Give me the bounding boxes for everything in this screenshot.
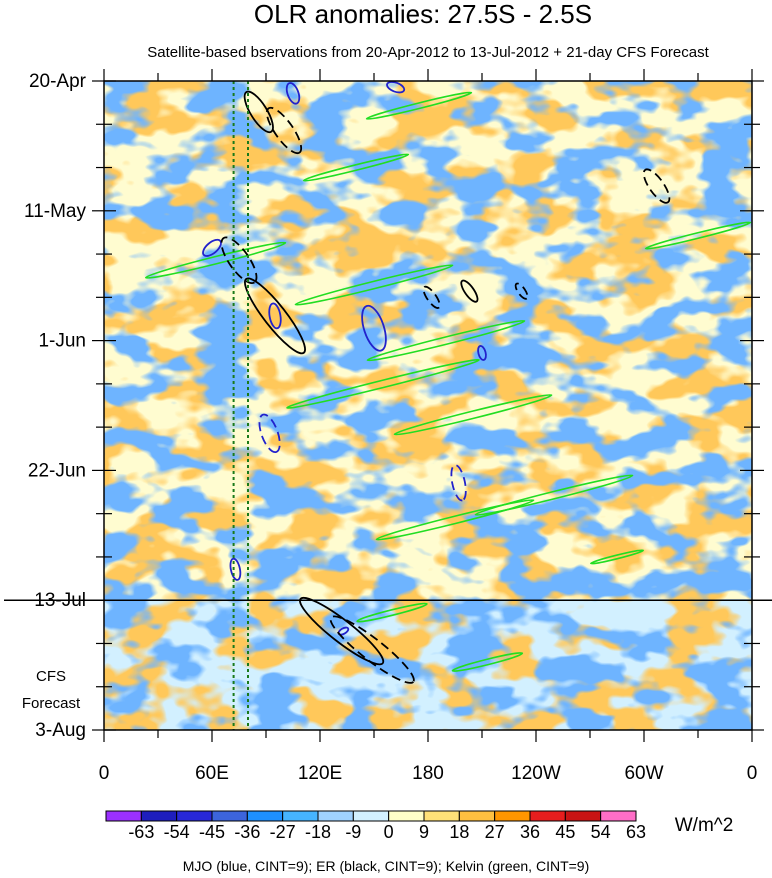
kelvin-contour — [294, 264, 454, 306]
negative-anomaly-field — [104, 81, 752, 730]
colorbar-swatch — [600, 810, 637, 822]
colorbar-label: -9 — [345, 822, 361, 842]
colorbar: -63 -54 -45 -36 -27 -18 -9 0 9 18 27 36 45 54 63 — [105, 810, 646, 842]
kelvin-contour — [589, 549, 645, 565]
kelvin-contour — [365, 91, 473, 120]
mjo-contour — [450, 464, 467, 502]
wave-contours — [144, 81, 752, 684]
colorbar-label: -63 — [128, 822, 154, 842]
colorbar-label: -27 — [270, 822, 296, 842]
er-contour — [422, 285, 441, 309]
kelvin-contour — [302, 153, 410, 182]
er-contour — [642, 168, 671, 204]
y-axis: 20-Apr 11-May 1-Jun 22-Jun 13-Jul 3-Aug — [24, 71, 764, 741]
y-tick-label: 22-Jun — [28, 460, 86, 481]
x-tick-label: 0 — [99, 763, 110, 784]
x-tick-label: 0 — [747, 763, 758, 784]
mjo-contour — [386, 81, 406, 94]
colorbar-label: -54 — [164, 822, 190, 842]
x-tick-label: 180 — [412, 763, 444, 784]
mjo-contour — [202, 238, 222, 257]
colorbar-label: 18 — [449, 822, 469, 842]
colorbar-swatch — [317, 810, 354, 822]
colorbar-swatch — [564, 810, 602, 822]
er-contour — [265, 106, 303, 155]
kelvin-contour — [366, 319, 526, 362]
y-tick-label: 11-May — [24, 201, 86, 222]
colorbar-label: 63 — [626, 822, 646, 842]
colorbar-label: 9 — [419, 822, 429, 842]
y-tick-label: 20-Apr — [29, 71, 87, 92]
colorbar-label: -45 — [199, 822, 225, 842]
mjo-contour — [268, 302, 282, 330]
mjo-contour — [477, 345, 487, 361]
colorbar-swatch — [282, 810, 319, 822]
er-contour — [329, 615, 415, 684]
kelvin-contour — [451, 652, 524, 672]
kelvin-contour — [356, 602, 428, 623]
er-contour — [220, 236, 258, 284]
colorbar-swatch — [140, 810, 178, 822]
colorbar-label: 45 — [555, 822, 575, 842]
kelvin-contour — [474, 474, 634, 516]
er-contour — [299, 596, 385, 666]
colorbar-swatch — [176, 810, 213, 822]
x-axis: 0 60E 120E 180 120W 60W 0 — [99, 69, 758, 784]
mjo-contour — [229, 557, 242, 581]
x-tick-label: 60E — [195, 763, 229, 784]
forecast-label-line2: Forecast — [22, 695, 81, 712]
kelvin-contour — [393, 394, 553, 436]
colorbar-units: W/m^2 — [675, 815, 734, 836]
mjo-contour — [285, 82, 301, 105]
er-contour — [243, 90, 274, 134]
colorbar-swatch — [388, 810, 425, 822]
colorbar-swatch — [494, 810, 531, 822]
er-contour — [460, 279, 479, 303]
kelvin-contour — [375, 499, 535, 541]
colorbar-swatch — [423, 810, 460, 822]
y-tick-label: 13-Jul — [34, 590, 86, 611]
plot-area — [104, 81, 752, 730]
y-tick-label: 3-Aug — [35, 720, 86, 741]
mjo-contour — [258, 413, 281, 454]
colorbar-label: 0 — [384, 822, 394, 842]
colorbar-swatch — [352, 810, 390, 822]
colorbar-swatch — [105, 810, 142, 822]
chart-subtitle: Satellite-based bservations from 20-Apr-… — [147, 44, 709, 61]
colorbar-label: -36 — [234, 822, 260, 842]
x-tick-label: 60W — [624, 763, 663, 784]
colorbar-label: 27 — [485, 822, 505, 842]
colorbar-swatch — [529, 810, 566, 822]
reference-lines — [232, 81, 249, 730]
kelvin-contour — [644, 221, 752, 250]
x-tick-label: 120E — [298, 763, 342, 784]
colorbar-swatch — [458, 810, 496, 822]
chart-title: OLR anomalies: 27.5S - 2.5S — [254, 0, 592, 29]
colorbar-swatch — [211, 810, 248, 822]
forecast-label-line1: CFS — [36, 668, 66, 685]
colorbar-label: 54 — [591, 822, 611, 842]
colorbar-swatch — [246, 810, 284, 822]
mjo-contour — [361, 304, 387, 352]
er-contour — [514, 282, 529, 300]
kelvin-contour — [144, 241, 287, 279]
footnote: MJO (blue, CINT=9); ER (black, CINT=9); … — [183, 858, 590, 874]
x-tick-label: 120W — [511, 763, 561, 784]
er-contour — [244, 277, 306, 355]
colorbar-label: 36 — [520, 822, 540, 842]
kelvin-contour — [286, 358, 480, 409]
colorbar-label: -18 — [305, 822, 331, 842]
y-tick-label: 1-Jun — [38, 331, 86, 352]
